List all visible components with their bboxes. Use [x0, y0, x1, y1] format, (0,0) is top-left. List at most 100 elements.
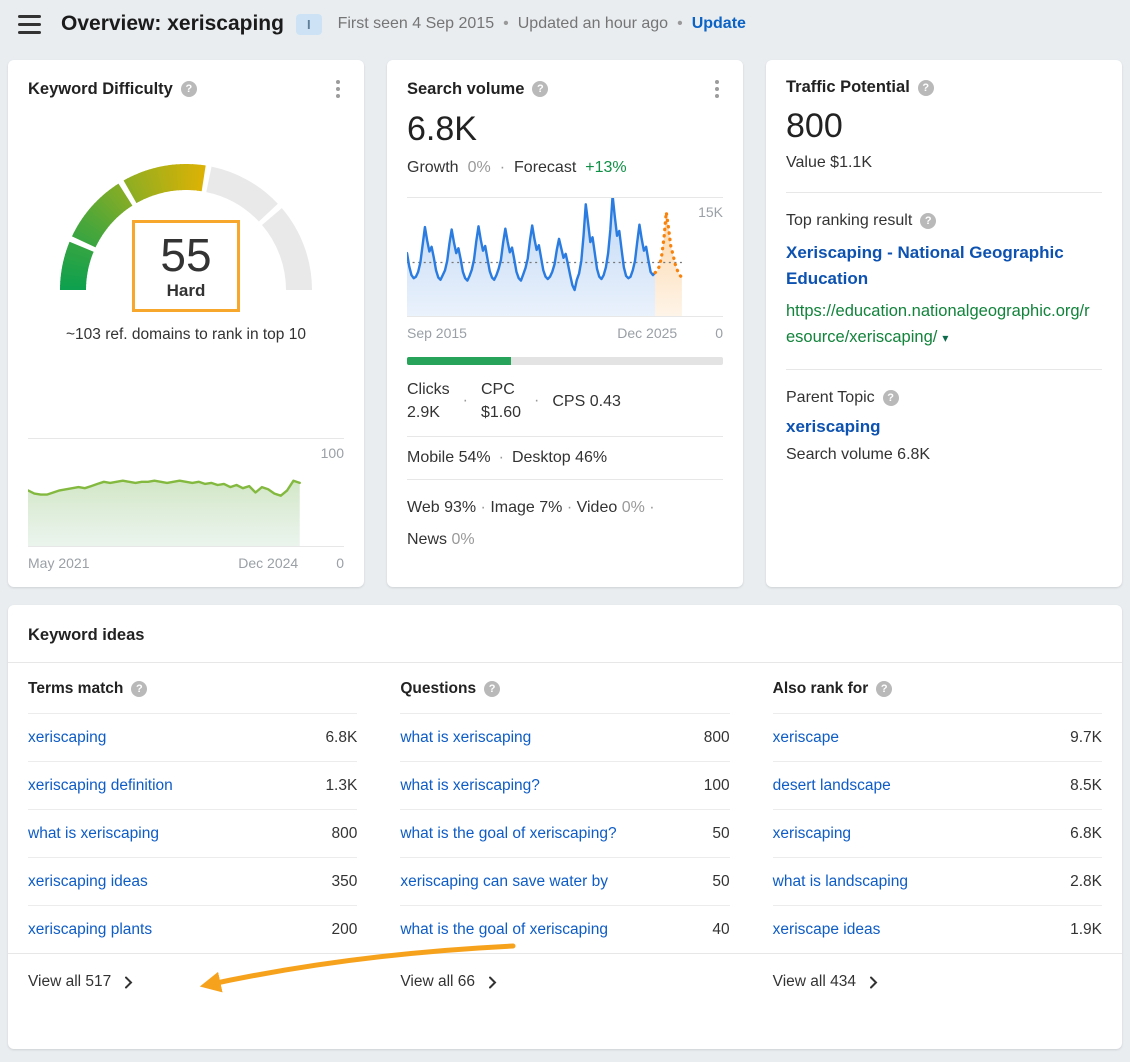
- keyword-volume: 800: [331, 824, 358, 842]
- app-header: Overview: xeriscaping I First seen 4 Sep…: [0, 0, 1130, 48]
- help-icon[interactable]: ?: [920, 213, 937, 230]
- help-icon[interactable]: ?: [917, 79, 934, 96]
- table-row: xeriscaping can save water by 50: [400, 857, 730, 905]
- mobile-value: 54%: [458, 449, 491, 467]
- search-volume-chart: 15K Sep 2015 Dec 2025 0: [407, 197, 723, 341]
- keyword-link[interactable]: what is the goal of xeriscaping?: [400, 824, 617, 842]
- desktop-value: 46%: [575, 449, 608, 467]
- table-row: what is xeriscaping 800: [400, 713, 730, 761]
- keyword-ideas-title: Keyword ideas: [28, 626, 145, 644]
- metric-cards-row: Keyword Difficulty ? 55 Hard ~103 ref. d…: [8, 60, 1122, 587]
- help-icon[interactable]: ?: [131, 681, 148, 697]
- questions-column: Questions ? what is xeriscaping 800 what …: [400, 663, 730, 953]
- keyword-link[interactable]: xeriscape: [772, 728, 839, 746]
- table-row: what is the goal of xeriscaping 40: [400, 905, 730, 953]
- view-all-label: View all 434: [772, 973, 856, 990]
- view-all-label: View all 66: [400, 973, 476, 990]
- kebab-menu-icon[interactable]: [711, 78, 723, 100]
- kd-label: Hard: [166, 280, 206, 300]
- kd-history-chart: 100 May 2021 Dec 2024 0: [28, 438, 344, 571]
- keyword-link[interactable]: what is xeriscaping: [400, 728, 532, 746]
- keyword-link[interactable]: xeriscaping: [772, 824, 852, 842]
- first-seen-text: First seen 4 Sep 2015: [337, 15, 495, 32]
- mobile-label: Mobile: [407, 449, 455, 467]
- view-all-terms-match[interactable]: View all 517: [28, 954, 357, 1010]
- cps-metric: CPS 0.43: [552, 390, 621, 413]
- table-row: xeriscaping plants 200: [28, 905, 358, 953]
- clicks-ratio-fill: [407, 357, 512, 366]
- keyword-ideas-grid: Terms match ? xeriscaping 6.8K xeriscapin…: [8, 663, 1122, 953]
- search-volume-value: 6.8K: [407, 110, 477, 148]
- keyword-link[interactable]: xeriscape ideas: [772, 920, 881, 938]
- view-all-also-rank-for[interactable]: View all 434: [773, 954, 1102, 1010]
- url-dropdown-caret-icon[interactable]: ▾: [942, 330, 949, 345]
- clicks-cpc-cps-row: Clicks 2.9K · CPC $1.60 · CPS 0.43: [407, 378, 723, 424]
- web-label: Web: [407, 499, 440, 517]
- top-ranking-result-url[interactable]: https://education.nationalgeographic.org…: [786, 299, 1096, 350]
- web-value: 93%: [444, 499, 477, 517]
- separator-dot: ·: [534, 392, 540, 410]
- keyword-link[interactable]: xeriscaping can save water by: [400, 872, 608, 890]
- keyword-volume: 50: [712, 872, 730, 890]
- cpc-label: CPC: [481, 381, 515, 399]
- keyword-link[interactable]: what is the goal of xeriscaping: [400, 920, 608, 938]
- keyword-volume: 800: [703, 728, 730, 746]
- table-row: xeriscaping ideas 350: [28, 857, 358, 905]
- x-axis-end-label: Dec 2025: [617, 325, 678, 342]
- keyword-link[interactable]: desert landscape: [772, 776, 891, 794]
- separator-bullet: •: [677, 15, 683, 32]
- table-row: xeriscape 9.7K: [772, 713, 1102, 761]
- hamburger-menu-icon[interactable]: [16, 11, 43, 38]
- keyword-volume: 6.8K: [1070, 824, 1102, 842]
- column-header: Questions: [400, 680, 477, 697]
- device-split-row: Mobile 54% · Desktop 46%: [407, 437, 723, 479]
- parent-topic-link[interactable]: xeriscaping: [786, 417, 881, 437]
- kd-subtitle: ~103 ref. domains to rank in top 10: [66, 326, 306, 343]
- growth-forecast-row: Growth 0% · Forecast +13%: [407, 159, 723, 177]
- top-ranking-result-link[interactable]: Xeriscaping - National Geographic Educat…: [786, 243, 1064, 288]
- column-header: Also rank for: [772, 680, 869, 697]
- view-all-questions[interactable]: View all 66: [400, 954, 729, 1010]
- y-axis-max-label: 100: [320, 445, 344, 461]
- kd-value: 55: [160, 228, 212, 281]
- keyword-volume: 1.3K: [325, 776, 358, 794]
- view-all-label: View all 517: [28, 973, 112, 990]
- news-label: News: [407, 530, 448, 548]
- keyword-link[interactable]: xeriscaping: [28, 728, 107, 746]
- table-row: what is the goal of xeriscaping? 50: [400, 809, 730, 857]
- cps-label: CPS: [552, 392, 586, 410]
- clicks-ratio-bar: [407, 357, 723, 366]
- help-icon[interactable]: ?: [876, 681, 893, 697]
- keyword-volume: 1.9K: [1070, 920, 1102, 938]
- y-axis-max-label: 15K: [698, 204, 723, 221]
- table-row: xeriscaping definition 1.3K: [28, 761, 358, 809]
- keyword-link[interactable]: xeriscaping ideas: [28, 872, 148, 890]
- help-icon[interactable]: ?: [532, 81, 549, 97]
- top-ranking-label: Top ranking result: [786, 212, 913, 230]
- keyword-difficulty-history: [28, 438, 344, 547]
- keyword-volume: 200: [331, 920, 358, 938]
- parent-topic-label: Parent Topic: [786, 389, 875, 407]
- growth-value: 0%: [467, 159, 491, 177]
- keyword-link[interactable]: what is xeriscaping?: [400, 776, 540, 794]
- update-button[interactable]: Update: [691, 15, 746, 32]
- traffic-potential-card: Traffic Potential ? 800 Value $1.1K Top …: [766, 60, 1122, 587]
- separator-bullet: •: [503, 15, 509, 32]
- result-url-text[interactable]: https://education.nationalgeographic.org…: [786, 302, 1090, 346]
- help-icon[interactable]: ?: [882, 390, 899, 407]
- keyword-link[interactable]: what is landscaping: [772, 872, 908, 890]
- help-icon[interactable]: ?: [180, 81, 197, 97]
- kebab-menu-icon[interactable]: [332, 78, 344, 100]
- column-header: Terms match: [28, 680, 124, 697]
- keyword-link[interactable]: xeriscaping plants: [28, 920, 153, 938]
- y-axis-min-label: 0: [336, 555, 344, 571]
- keyword-link[interactable]: what is xeriscaping: [28, 824, 159, 842]
- keyword-link[interactable]: xeriscaping definition: [28, 776, 173, 794]
- help-icon[interactable]: ?: [484, 681, 501, 697]
- video-value: 0%: [621, 499, 645, 517]
- keyword-volume: 8.5K: [1070, 776, 1102, 794]
- news-value: 0%: [451, 530, 475, 548]
- page-title: Overview: xeriscaping: [61, 12, 284, 35]
- table-row: what is landscaping 2.8K: [772, 857, 1102, 905]
- forecast-value: +13%: [585, 159, 627, 177]
